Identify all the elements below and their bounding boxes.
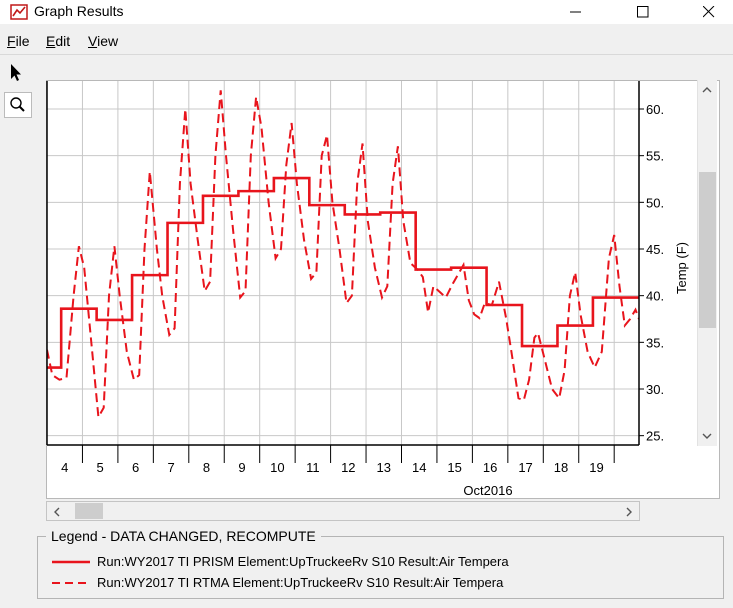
menu-view[interactable]: View xyxy=(88,33,119,49)
y-tick-label: 50. xyxy=(646,195,664,210)
x-tick-label: 10 xyxy=(270,460,284,475)
y-tick-label: 35. xyxy=(646,335,664,350)
series-rtma-line xyxy=(47,90,639,421)
x-tick-label: 5 xyxy=(97,460,104,475)
y-tick-label: 55. xyxy=(646,149,664,164)
x-axis-label: Oct2016 xyxy=(463,483,512,498)
x-tick-label: 19 xyxy=(589,460,603,475)
x-tick-label: 18 xyxy=(554,460,568,475)
arrow-pointer-icon[interactable] xyxy=(6,62,26,84)
x-tick-label: 17 xyxy=(518,460,532,475)
minimize-icon xyxy=(570,11,581,13)
maximize-button[interactable] xyxy=(620,0,666,24)
y-tick-label: 45. xyxy=(646,242,664,257)
vertical-scroll-thumb[interactable] xyxy=(699,172,716,328)
maximize-icon xyxy=(637,6,649,18)
menu-edit[interactable]: Edit xyxy=(46,33,71,49)
magnifier-icon xyxy=(10,97,25,112)
close-button[interactable] xyxy=(686,0,732,24)
vertical-scrollbar[interactable] xyxy=(697,80,717,446)
x-tick-label: 8 xyxy=(203,460,210,475)
x-tick-label: 6 xyxy=(132,460,139,475)
window-title: Graph Results xyxy=(34,3,124,19)
x-tick-label: 9 xyxy=(238,460,245,475)
y-tick-label: 60. xyxy=(646,102,664,117)
x-tick-label: 14 xyxy=(412,460,426,475)
chevron-up-icon[interactable] xyxy=(702,86,712,94)
legend-label-prism: Run:WY2017 TI PRISM Element:UpTruckeeRv … xyxy=(97,554,509,569)
app-icon xyxy=(10,4,28,20)
legend-label-rtma: Run:WY2017 TI RTMA Element:UpTruckeeRv S… xyxy=(97,575,504,590)
x-tick-label: 7 xyxy=(167,460,174,475)
x-tick-label: 13 xyxy=(377,460,391,475)
title-bar: Graph Results xyxy=(0,0,733,24)
menu-bar: File Edit View xyxy=(0,28,733,54)
x-tick-label: 16 xyxy=(483,460,497,475)
plot-panel[interactable] xyxy=(46,80,720,499)
minimize-button[interactable] xyxy=(553,0,599,24)
legend-panel xyxy=(37,536,724,599)
x-tick-label: 12 xyxy=(341,460,355,475)
legend-swatch-solid xyxy=(52,560,90,564)
y-tick-label: 40. xyxy=(646,289,664,304)
legend-swatch-dashed xyxy=(52,582,90,584)
y-axis-label: Temp (F) xyxy=(674,242,689,294)
series-prism-line xyxy=(47,176,639,369)
close-icon xyxy=(703,6,715,18)
chevron-left-icon[interactable] xyxy=(53,507,61,517)
chevron-right-icon[interactable] xyxy=(625,507,633,517)
horizontal-scrollbar[interactable] xyxy=(46,501,640,521)
y-tick-label: 30. xyxy=(646,382,664,397)
x-tick-label: 11 xyxy=(306,460,320,475)
chevron-down-icon[interactable] xyxy=(702,432,712,440)
x-tick-label: 15 xyxy=(447,460,461,475)
menu-file[interactable]: File xyxy=(7,33,30,49)
x-tick-label: 4 xyxy=(61,460,68,475)
zoom-tool-button[interactable] xyxy=(4,92,32,118)
legend-title: Legend - DATA CHANGED, RECOMPUTE xyxy=(46,528,321,544)
menu-divider xyxy=(0,54,733,55)
horizontal-scroll-thumb[interactable] xyxy=(75,503,103,519)
y-tick-label: 25. xyxy=(646,429,664,444)
